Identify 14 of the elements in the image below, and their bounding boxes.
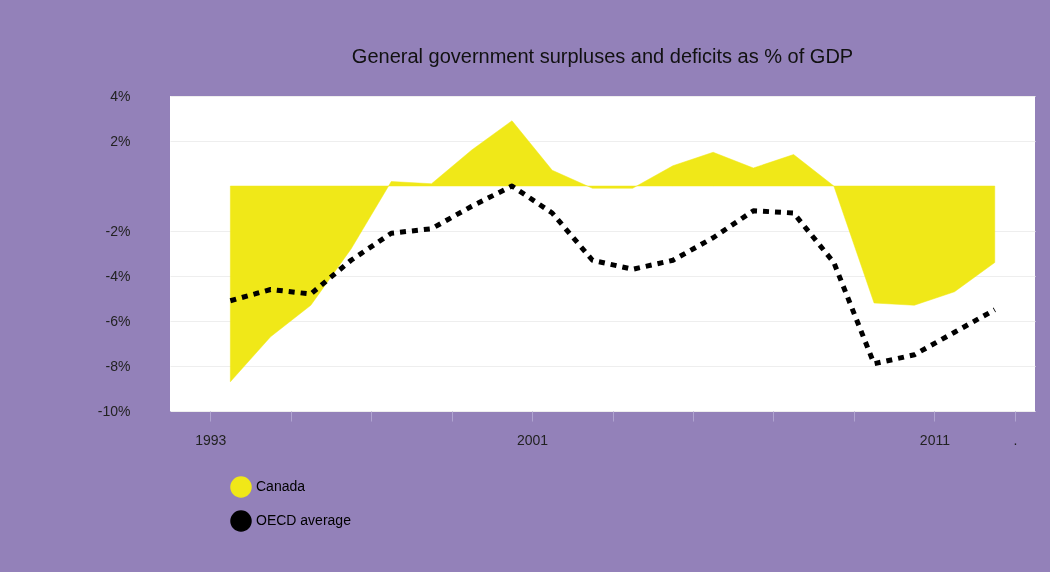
y-tick-label: -6%	[105, 312, 131, 329]
legend-label: Canada	[256, 478, 306, 494]
y-tick-label: -10%	[97, 402, 131, 419]
y-tick-label: -2%	[105, 222, 131, 239]
x-tick-label: 1993	[195, 431, 227, 448]
y-tick-label: -4%	[105, 267, 131, 284]
x-tick-label: 2001	[517, 431, 549, 448]
x-tick-label: .	[1013, 431, 1018, 448]
x-tick-label: 2011	[919, 431, 951, 448]
y-tick-label: 2%	[110, 132, 131, 149]
legend-label: OECD average	[256, 512, 352, 528]
y-tick-label: -8%	[105, 357, 131, 374]
y-tick-label: 4%	[110, 87, 131, 104]
chart-title: General government surpluses and deficits as % of GDP	[351, 45, 854, 67]
